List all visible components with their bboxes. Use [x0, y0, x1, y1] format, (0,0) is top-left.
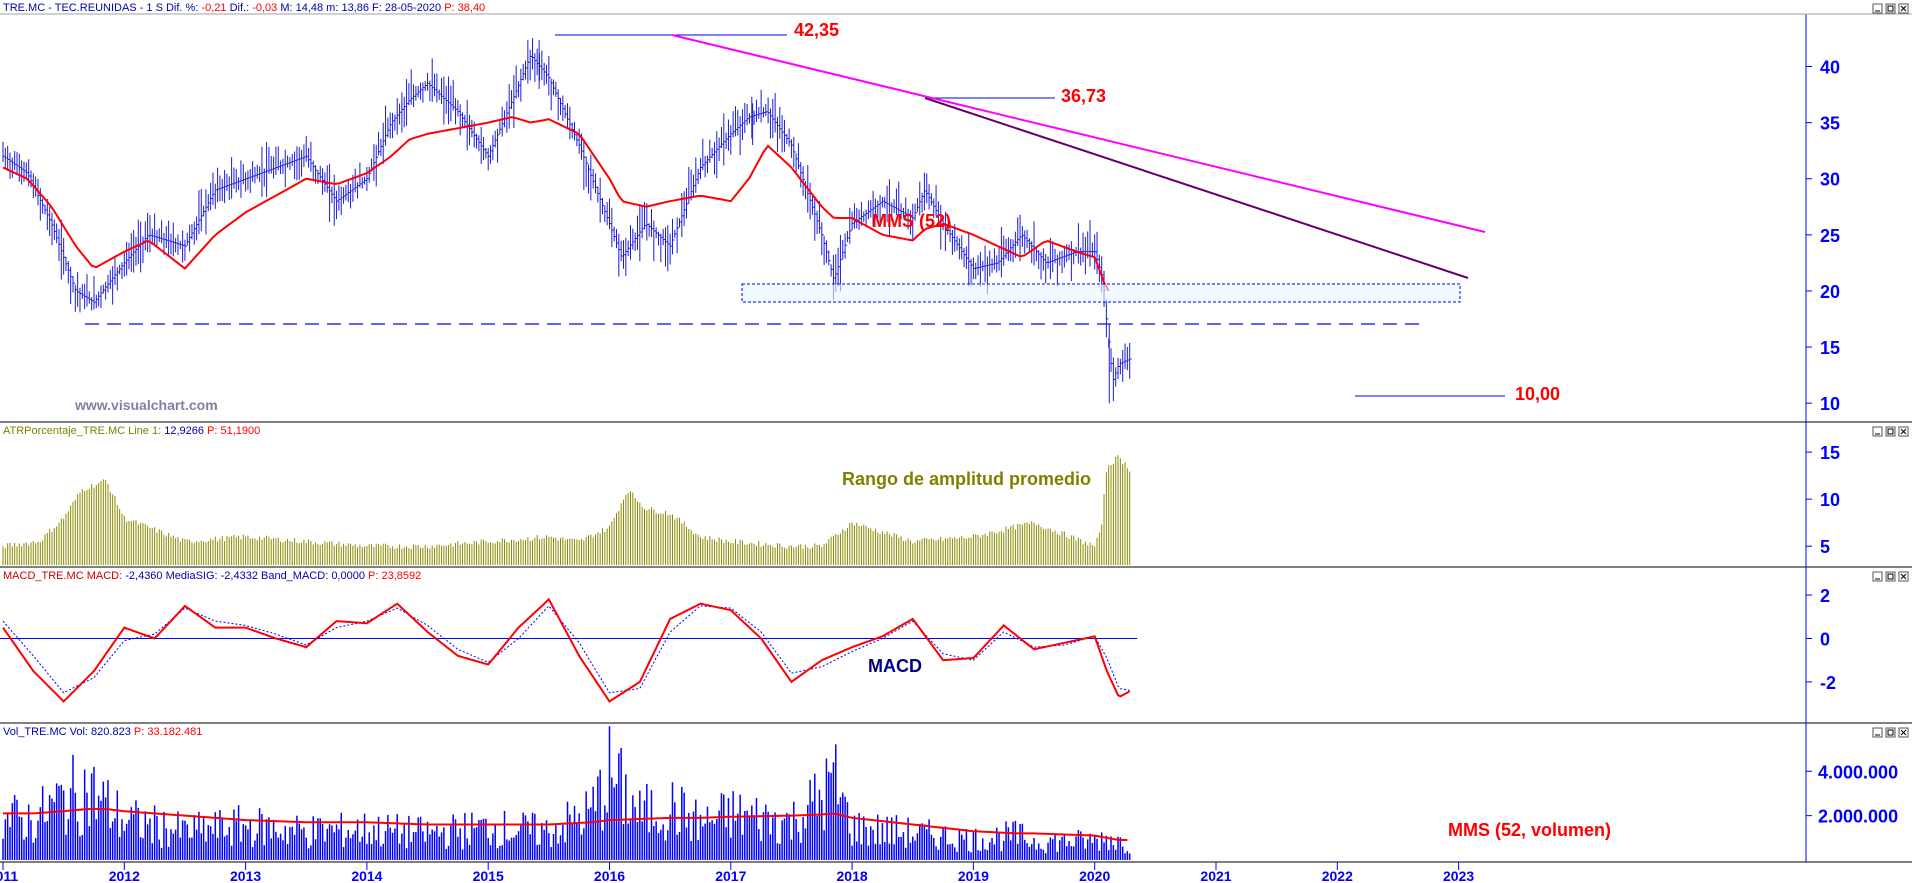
- macd-header: MACD_TRE.MC MACD: -2,4360 MediaSIG: -2,4…: [3, 570, 421, 582]
- trendline-purple: [924, 97, 1469, 279]
- macd-panel: [0, 597, 1138, 703]
- price-ytick-label-3: 25: [1820, 226, 1840, 246]
- panel-1-restore-icon: [1885, 426, 1896, 437]
- volume-panel: [2, 726, 1131, 860]
- atr-annotation: Rango de amplitud promedio: [842, 469, 1091, 489]
- panel-3-restore-glyph: [1887, 729, 1894, 736]
- xtick-label-5: 2016: [594, 868, 625, 883]
- panel-0-restore-icon: [1885, 3, 1896, 14]
- macd-ytick-label-0: -2: [1820, 673, 1836, 693]
- price-header: TRE.MC - TEC.REUNIDAS - 1 S Dif. %: -0,2…: [3, 2, 485, 14]
- volume-ytick-label-0: 2.000.000: [1818, 807, 1898, 827]
- panel-1-close-glyph-b: [1900, 428, 1907, 435]
- support-zone: [741, 283, 1461, 303]
- atr-ytick-label-2: 15: [1820, 443, 1840, 463]
- panel-3-min-icon: [1872, 727, 1883, 738]
- panel-2-min-icon: [1872, 571, 1883, 582]
- panel-frames: [0, 13, 1912, 863]
- panel-2-restore-glyph: [1887, 573, 1894, 580]
- price-annotations: 42,35 36,73 10,00 MMS (52) www.visualcha…: [74, 20, 1560, 413]
- macd-ytick-label-2: 2: [1820, 586, 1830, 606]
- xtick-label-3: 2014: [351, 868, 382, 883]
- panel-0-restore-glyph: [1887, 5, 1894, 12]
- atr-ytick-label-1: 10: [1820, 490, 1840, 510]
- atr-ytick-label-0: 5: [1820, 537, 1830, 557]
- xtick-label-4: 2015: [473, 868, 504, 883]
- xtick-label-7: 2018: [837, 868, 868, 883]
- xtick-label-8: 2019: [958, 868, 989, 883]
- atr-panel: [2, 455, 1131, 565]
- xtick-label-12: 2023: [1443, 868, 1474, 883]
- xtick-label-6: 2017: [715, 868, 746, 883]
- price-ytick-label-6: 40: [1820, 58, 1840, 78]
- xtick-label-11: 2022: [1322, 868, 1353, 883]
- mma-label: MMS (52): [872, 211, 951, 231]
- trendline-magenta: [671, 34, 1486, 233]
- volume-header: Vol_TRE.MC Vol: 820.823 P: 33.182.481: [3, 726, 202, 738]
- panel-1-min-icon: [1872, 426, 1883, 437]
- price-panel: [2, 38, 1132, 404]
- price-ytick-label-4: 30: [1820, 170, 1840, 190]
- price-ytick-label-1: 15: [1820, 338, 1840, 358]
- watermark: www.visualchart.com: [74, 397, 218, 413]
- panel-3-restore-icon: [1885, 727, 1896, 738]
- panel-2-close-glyph-b: [1900, 573, 1907, 580]
- min-price-label: 10,00: [1515, 384, 1560, 404]
- axes: 10 15 20 25 30 35 40 5 10 15 -2 0 2 2.000.000 4.000.00…: [0, 58, 1898, 883]
- price-ytick-label-0: 10: [1820, 394, 1840, 414]
- macd-line: [2, 597, 1131, 703]
- macd-annotation: MACD: [868, 656, 922, 676]
- panel-headers: TRE.MC - TEC.REUNIDAS - 1 S Dif. %: -0,2…: [3, 2, 485, 738]
- xtick-label-9: 2020: [1079, 868, 1110, 883]
- volume-ytick-label-1: 4.000.000: [1818, 762, 1898, 782]
- mma-line: [2, 116, 1110, 292]
- panel-0-close-glyph-b: [1900, 5, 1907, 12]
- indicator-annotations: Rango de amplitud promedio MACD MMS (52,…: [842, 469, 1611, 840]
- volume-mma-line: [3, 808, 1128, 841]
- high2-price-label: 36,73: [1061, 86, 1106, 106]
- price-bars: [2, 38, 1132, 404]
- xtick-label-10: 2021: [1200, 868, 1231, 883]
- panel-0-min-icon: [1872, 3, 1883, 14]
- panel-2-restore-icon: [1885, 571, 1896, 582]
- atr-header: ATRPorcentaje_TRE.MC Line 1: 12,9266 P: …: [3, 425, 260, 437]
- xtick-label-2: 2013: [230, 868, 261, 883]
- max-price-label: 42,35: [794, 20, 839, 40]
- window-controls: [1872, 3, 1909, 738]
- xtick-label-1: 2012: [109, 868, 140, 883]
- xtick-label-0: 2011: [0, 868, 18, 883]
- panel-3-close-glyph-b: [1900, 729, 1907, 736]
- price-ytick-label-2: 20: [1820, 282, 1840, 302]
- price-ytick-label-5: 35: [1820, 114, 1840, 134]
- panel-1-restore-glyph: [1887, 428, 1894, 435]
- macd-ytick-label-1: 0: [1820, 629, 1830, 649]
- volume-annotation: MMS (52, volumen): [1448, 820, 1611, 840]
